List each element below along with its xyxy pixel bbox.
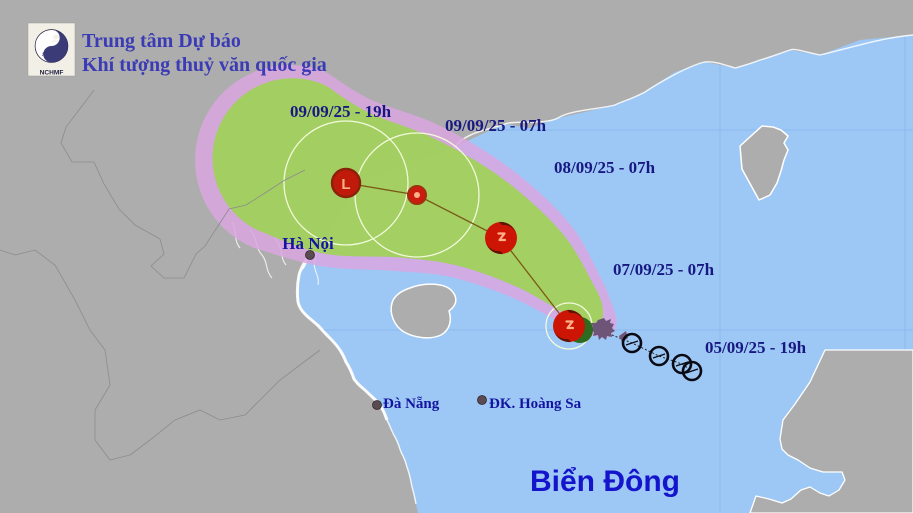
svg-text:NCHMF: NCHMF xyxy=(40,70,64,77)
svg-text:L: L xyxy=(341,176,350,193)
